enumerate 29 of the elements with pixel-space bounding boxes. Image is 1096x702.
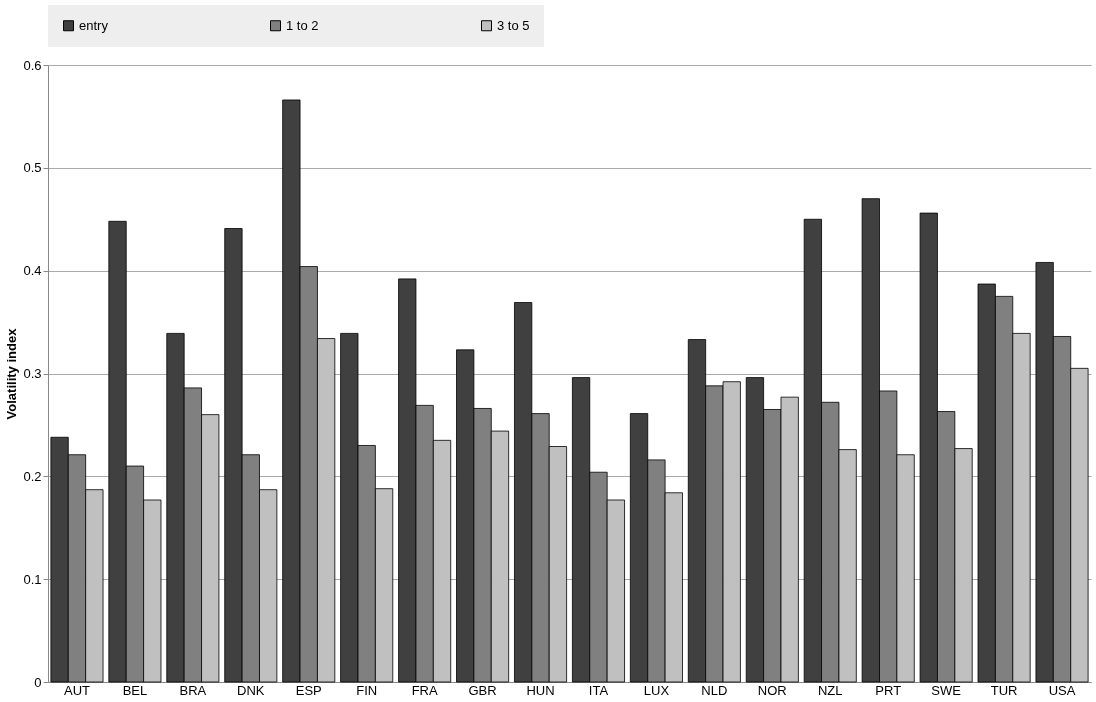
x-tick-label: FIN xyxy=(356,682,378,698)
x-tick-label: LUX xyxy=(643,682,670,698)
x-tick-label: BEL xyxy=(122,682,148,698)
y-tick-label: 0.2 xyxy=(23,468,42,484)
y-tick-label: 0.4 xyxy=(23,263,42,279)
x-tick-label: NOR xyxy=(757,682,787,698)
x-tick-label: BRA xyxy=(179,682,207,698)
x-tick-label: GBR xyxy=(468,682,497,698)
x-tick-label: SWE xyxy=(931,682,962,698)
legend-label: 3 to 5 xyxy=(497,17,530,33)
y-tick-label: 0.6 xyxy=(23,57,42,73)
x-tick-label: TUR xyxy=(990,682,1018,698)
y-tick-label: 0 xyxy=(34,674,42,690)
x-tick-label: NLD xyxy=(701,682,728,698)
legend-label: entry xyxy=(79,17,109,33)
x-tick-label: AUT xyxy=(63,682,91,698)
x-tick-label: FRA xyxy=(411,682,438,698)
y-tick-label: 0.1 xyxy=(23,571,42,587)
y-tick-label: 0.5 xyxy=(23,160,42,176)
x-tick-label: USA xyxy=(1048,682,1076,698)
x-tick-label: ESP xyxy=(295,682,322,698)
x-tick-label: PRT xyxy=(875,682,902,698)
x-tick-label: HUN xyxy=(526,682,555,698)
x-tick-label: DNK xyxy=(237,682,265,698)
y-axis-title: Volatility index xyxy=(4,327,20,420)
x-tick-label: ITA xyxy=(588,682,609,698)
y-tick-label: 0.3 xyxy=(23,366,42,381)
legend-label: 1 to 2 xyxy=(286,17,319,33)
x-tick-label: NZL xyxy=(817,682,843,698)
